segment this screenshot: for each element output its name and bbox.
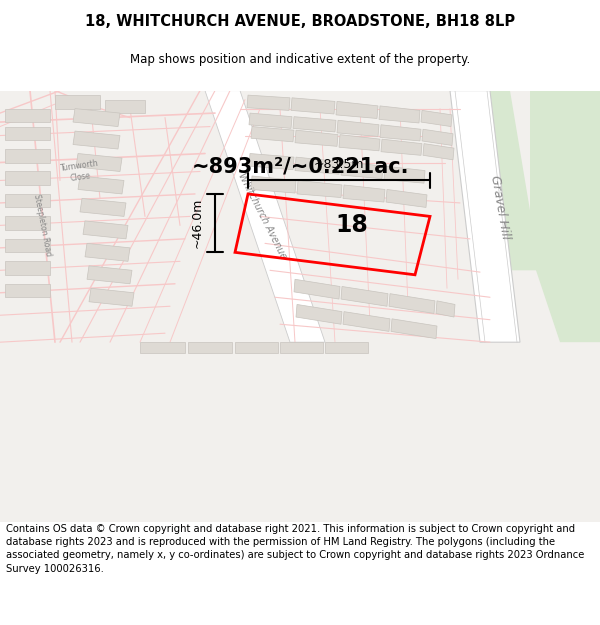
Polygon shape xyxy=(389,294,435,314)
Polygon shape xyxy=(341,286,388,306)
Polygon shape xyxy=(325,342,368,353)
Polygon shape xyxy=(381,139,422,155)
Text: Contains OS data © Crown copyright and database right 2021. This information is : Contains OS data © Crown copyright and d… xyxy=(6,524,584,574)
Polygon shape xyxy=(380,125,421,141)
Polygon shape xyxy=(386,189,427,208)
Polygon shape xyxy=(5,109,50,122)
Polygon shape xyxy=(470,91,540,270)
Polygon shape xyxy=(76,154,122,171)
Polygon shape xyxy=(530,91,600,342)
Polygon shape xyxy=(339,134,380,151)
Polygon shape xyxy=(295,130,338,146)
Polygon shape xyxy=(249,113,292,128)
Polygon shape xyxy=(343,185,385,202)
Polygon shape xyxy=(73,131,120,149)
Polygon shape xyxy=(235,342,278,353)
Polygon shape xyxy=(422,129,453,146)
Text: Turnworth
Close: Turnworth Close xyxy=(59,159,100,184)
Polygon shape xyxy=(343,312,390,331)
Polygon shape xyxy=(89,288,134,306)
Text: 18: 18 xyxy=(335,213,368,238)
Polygon shape xyxy=(391,319,437,339)
Polygon shape xyxy=(5,261,50,275)
Polygon shape xyxy=(73,109,120,126)
Polygon shape xyxy=(188,342,232,353)
Text: Gravel Hill: Gravel Hill xyxy=(488,174,512,241)
Text: ~46.0m: ~46.0m xyxy=(191,198,203,248)
Polygon shape xyxy=(5,216,50,230)
Polygon shape xyxy=(560,91,600,109)
Polygon shape xyxy=(251,176,296,193)
Polygon shape xyxy=(80,199,126,216)
Polygon shape xyxy=(85,243,130,261)
Polygon shape xyxy=(78,176,124,194)
Polygon shape xyxy=(379,106,420,123)
Polygon shape xyxy=(251,126,294,142)
Polygon shape xyxy=(5,149,50,162)
Polygon shape xyxy=(5,171,50,185)
Polygon shape xyxy=(450,91,520,342)
Polygon shape xyxy=(293,117,336,132)
Polygon shape xyxy=(5,126,50,140)
Polygon shape xyxy=(247,95,290,111)
Polygon shape xyxy=(205,91,325,342)
Text: ~893m²/~0.221ac.: ~893m²/~0.221ac. xyxy=(191,157,409,177)
Polygon shape xyxy=(384,166,425,183)
Polygon shape xyxy=(5,284,50,298)
Polygon shape xyxy=(280,342,323,353)
Polygon shape xyxy=(296,304,342,324)
Polygon shape xyxy=(249,154,294,169)
Text: Steepleton Road: Steepleton Road xyxy=(32,194,52,258)
Polygon shape xyxy=(294,279,340,299)
Polygon shape xyxy=(5,194,50,208)
Polygon shape xyxy=(341,162,383,179)
Text: Whitchurch Avenue: Whitchurch Avenue xyxy=(236,172,288,261)
Polygon shape xyxy=(87,266,132,284)
Polygon shape xyxy=(105,99,145,113)
Polygon shape xyxy=(55,95,100,109)
Polygon shape xyxy=(291,98,335,114)
Polygon shape xyxy=(297,181,342,198)
Polygon shape xyxy=(295,157,340,174)
Polygon shape xyxy=(5,239,50,252)
Polygon shape xyxy=(436,301,455,317)
Text: Map shows position and indicative extent of the property.: Map shows position and indicative extent… xyxy=(130,52,470,66)
Polygon shape xyxy=(337,120,379,136)
Text: 18, WHITCHURCH AVENUE, BROADSTONE, BH18 8LP: 18, WHITCHURCH AVENUE, BROADSTONE, BH18 … xyxy=(85,14,515,29)
Polygon shape xyxy=(83,221,128,239)
Polygon shape xyxy=(423,144,454,160)
Polygon shape xyxy=(421,111,452,126)
Text: ~83.5m: ~83.5m xyxy=(314,158,364,171)
Polygon shape xyxy=(336,101,378,119)
Polygon shape xyxy=(140,342,185,353)
